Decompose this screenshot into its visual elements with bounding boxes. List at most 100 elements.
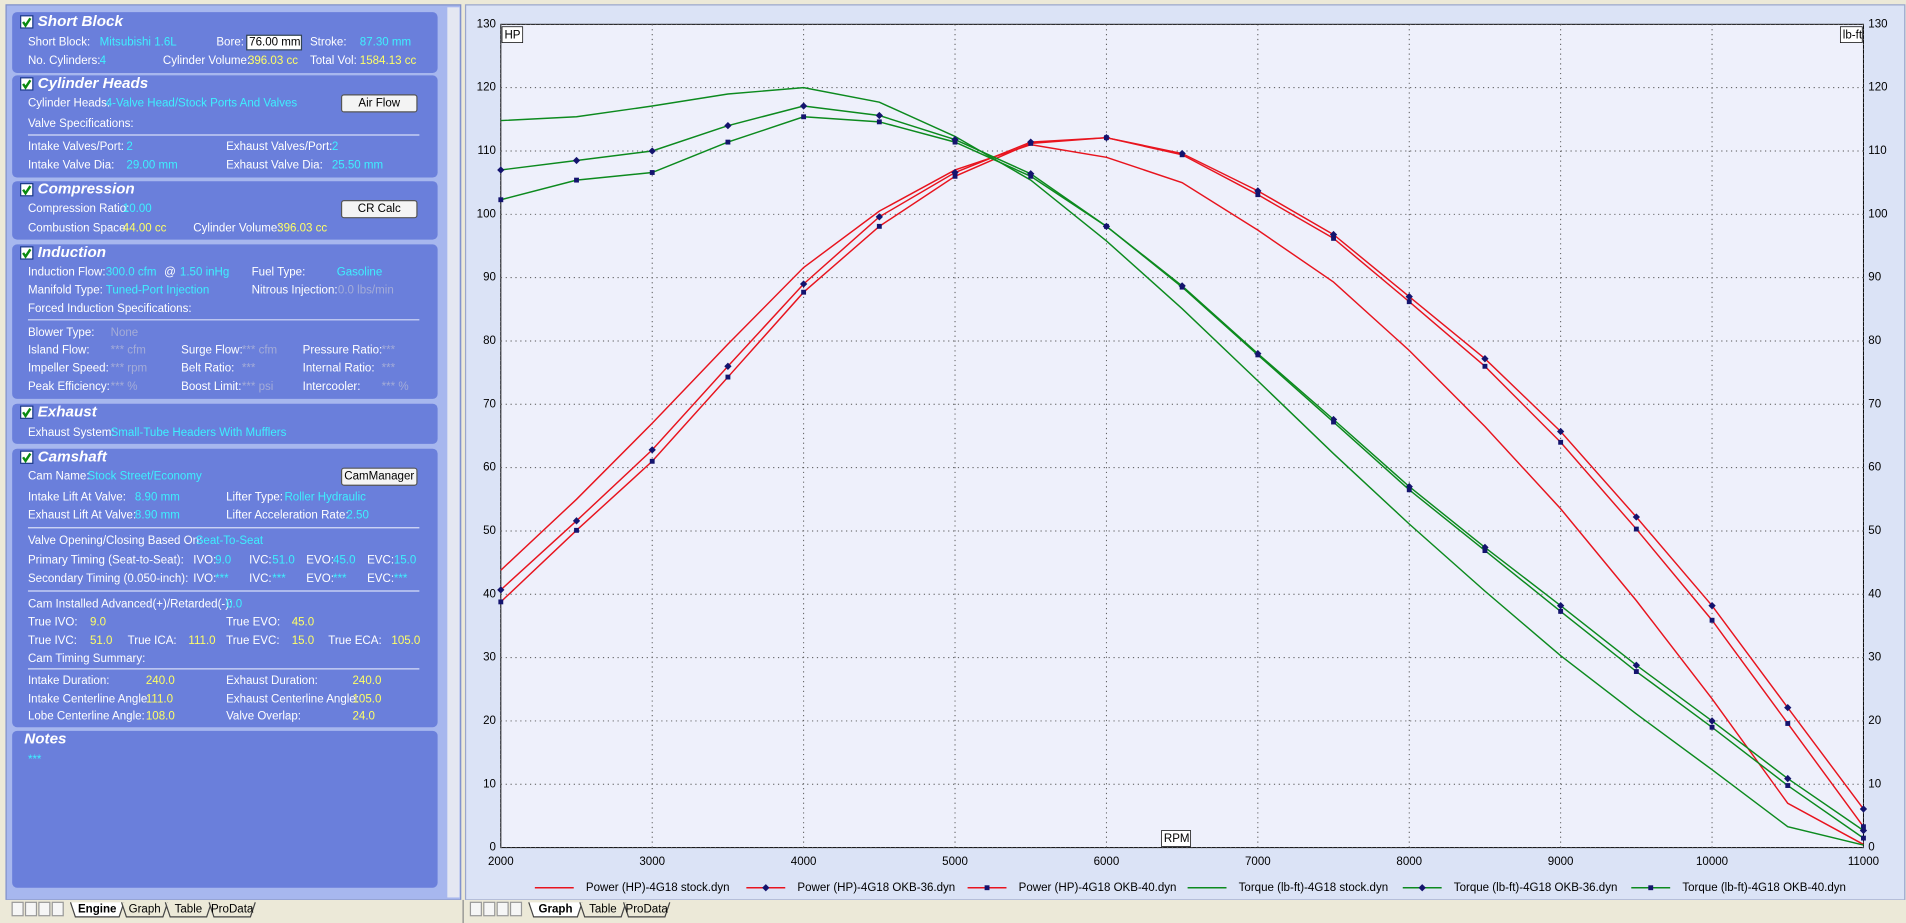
tab[interactable]: [120, 902, 169, 918]
section-box: [12, 12, 438, 73]
marker: [952, 173, 958, 179]
field-label: IVO:: [193, 555, 216, 567]
y2-tick-label: 90: [1868, 272, 1881, 284]
tab[interactable]: [579, 902, 627, 918]
section-title: Camshaft: [38, 448, 108, 465]
marker: [1784, 774, 1792, 783]
tab-label[interactable]: Engine: [78, 904, 117, 916]
nav-arrow[interactable]: [24, 901, 38, 917]
field-label: Cam Installed Advanced(+)/Retarded(-):: [28, 598, 232, 610]
marker: [1405, 292, 1413, 301]
field-label: Island Flow:: [28, 344, 90, 356]
tab[interactable]: [208, 902, 256, 918]
nav-arrow[interactable]: [469, 901, 482, 917]
y-tick-label: 120: [477, 82, 496, 94]
field-value: 44.00 cc: [123, 223, 167, 235]
nav-arrow[interactable]: [496, 901, 509, 917]
tab-label[interactable]: Table: [175, 904, 203, 916]
section-box: [12, 181, 438, 240]
y-tick-label: 10: [483, 778, 496, 790]
field-label: Short Block:: [28, 37, 90, 49]
field-label: @: [164, 266, 176, 278]
tab-label[interactable]: Table: [589, 904, 617, 916]
field-value: ***: [382, 344, 396, 356]
field-value: 25.50 mm: [332, 159, 383, 171]
field-label: Pressure Ratio:: [303, 344, 383, 356]
marker: [1558, 608, 1564, 614]
field-label: EVC:: [367, 573, 394, 585]
button-label[interactable]: CR Calc: [358, 203, 401, 215]
scrollbar[interactable]: [447, 7, 460, 898]
field-value: ***: [242, 363, 256, 375]
marker: [1103, 135, 1109, 141]
legend-marker: [1648, 885, 1654, 891]
tab-label[interactable]: ProData: [626, 904, 669, 916]
marker: [801, 289, 807, 295]
marker: [799, 102, 808, 110]
y-tick-label: 110: [478, 145, 496, 157]
tab[interactable]: [69, 902, 125, 918]
button[interactable]: [340, 467, 418, 486]
field-value: Mitsubishi 1.6L: [100, 37, 178, 49]
y-tick-label: 100: [477, 208, 496, 220]
y2-tick-label: 60: [1868, 462, 1881, 474]
field-value: 1584.13 cc: [360, 55, 417, 67]
y2-tick-label: 120: [1868, 82, 1887, 94]
field-label: Intercooler:: [303, 381, 361, 393]
tab-label[interactable]: Graph: [539, 904, 573, 916]
field-value: 0.0: [226, 598, 242, 610]
field-label: Cylinder Volume:: [163, 55, 250, 67]
nav-arrow[interactable]: [38, 901, 51, 917]
field-label: IVC:: [249, 555, 271, 567]
marker: [876, 223, 882, 229]
marker: [574, 177, 579, 183]
y2-axis-label: lb-ft: [1843, 29, 1863, 41]
nav-arrow[interactable]: [483, 901, 496, 917]
field-label: True IVO:: [28, 617, 78, 629]
field-value: 105.0: [353, 693, 382, 705]
field-value: 9.0: [90, 617, 106, 629]
marker: [1481, 355, 1489, 363]
nav-arrow[interactable]: [11, 901, 24, 917]
tab[interactable]: [164, 902, 213, 918]
y-tick-label: 60: [483, 462, 496, 474]
button[interactable]: [340, 94, 418, 113]
input-box[interactable]: [246, 34, 303, 51]
field-value: Roller Hydraulic: [284, 491, 366, 503]
series-line: [500, 86, 1864, 846]
field-value: *** psi: [242, 381, 273, 393]
y-tick-label: 90: [483, 272, 496, 284]
tab[interactable]: [528, 902, 583, 918]
tab-label[interactable]: ProData: [211, 904, 254, 916]
field-label: Primary Timing (Seat-to-Seat):: [28, 555, 184, 567]
y-tick-label: 0: [490, 842, 496, 854]
field-value: 240.0: [146, 675, 175, 687]
marker: [1709, 724, 1715, 730]
marker: [1785, 783, 1791, 788]
field-label: Intake Lift At Valve:: [28, 491, 126, 503]
field-label: Nitrous Injection:: [252, 285, 338, 297]
tab[interactable]: [623, 902, 671, 918]
y-tick-label: 20: [483, 715, 496, 727]
nav-arrow[interactable]: [509, 901, 523, 917]
axis-label-box: [1161, 830, 1192, 847]
field-label: Lobe Centerline Angle:: [28, 710, 145, 722]
marker: [1784, 703, 1792, 712]
button[interactable]: [340, 200, 418, 219]
marker: [649, 458, 655, 464]
field-value: 10.00: [123, 203, 152, 215]
marker: [497, 166, 505, 174]
marker: [1406, 487, 1412, 493]
marker: [574, 527, 579, 533]
field-value: 2.50: [346, 510, 368, 522]
marker: [1859, 826, 1868, 835]
y-tick-label: 40: [483, 588, 496, 600]
field-value: 396.03 cc: [248, 55, 298, 67]
section-title: Compression: [38, 181, 135, 198]
field-value: 111.0: [188, 635, 215, 647]
button-label[interactable]: CamManager: [344, 471, 414, 483]
nav-arrow[interactable]: [51, 901, 64, 917]
button-label[interactable]: Air Flow: [358, 97, 400, 109]
tab-label[interactable]: Graph: [129, 904, 161, 916]
y-tick-label: 80: [483, 335, 496, 347]
